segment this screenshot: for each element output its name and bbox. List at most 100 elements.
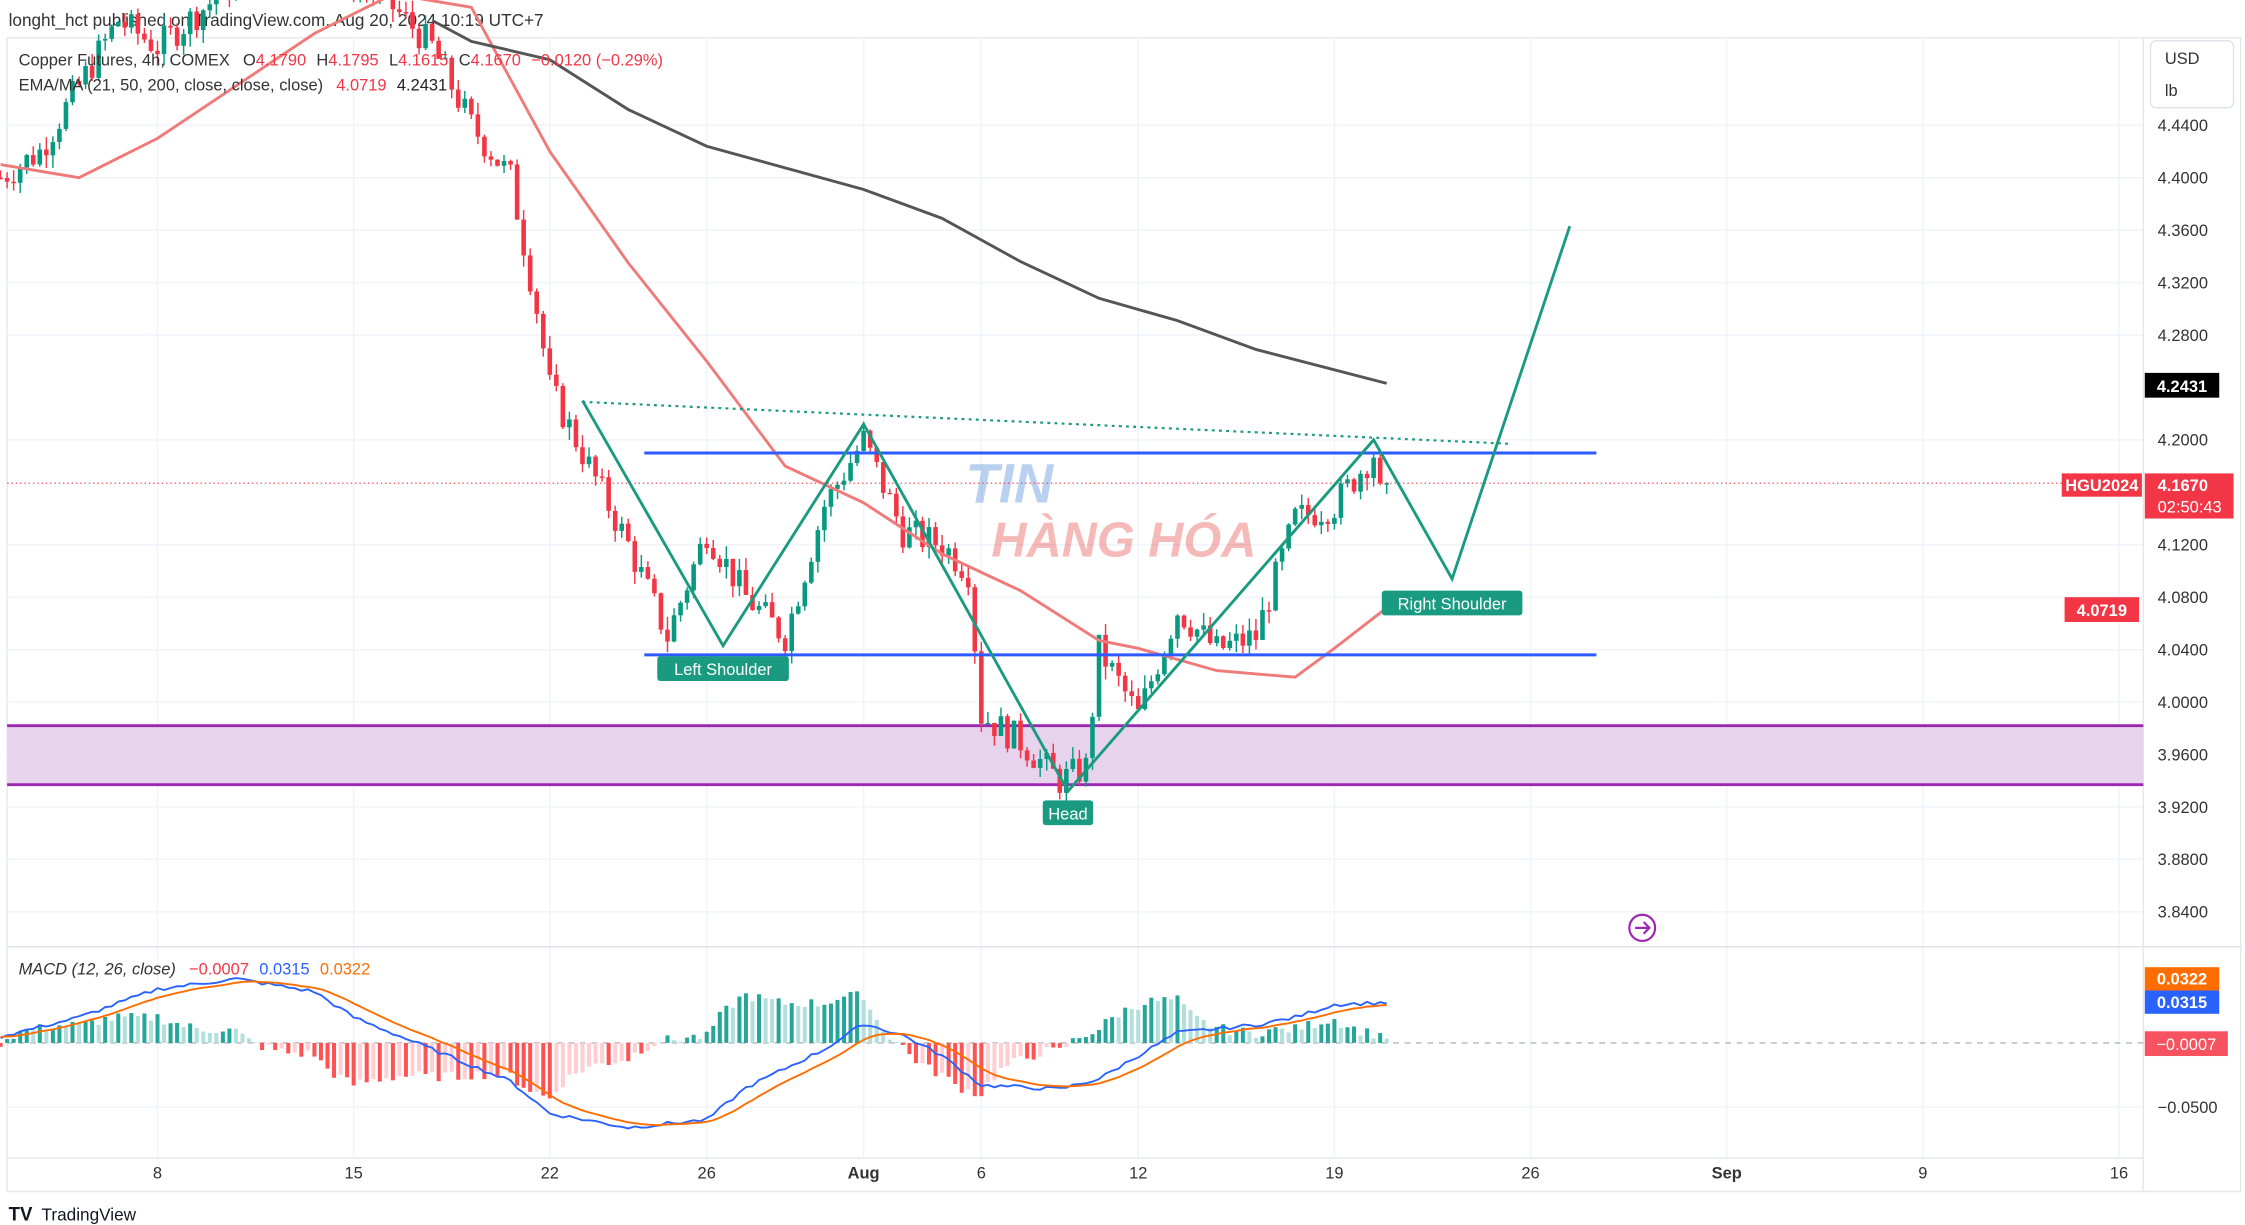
candle-body <box>1371 457 1376 479</box>
macd-histogram-bar <box>116 1013 121 1043</box>
macd-histogram-bar <box>1025 1042 1030 1059</box>
candle-body <box>933 527 938 546</box>
macd-histogram-bar <box>985 1042 990 1083</box>
macd-histogram-bar <box>18 1031 23 1043</box>
time-tick-label: 6 <box>977 1163 986 1182</box>
macd-histogram-bar <box>403 1042 408 1077</box>
candle-body <box>697 543 703 565</box>
legend-macd-line: 0.0315 <box>259 959 309 978</box>
macd-histogram-bar <box>547 1042 552 1099</box>
legend: Copper Futures, 4h, COMEX O4.1790 H4.179… <box>19 50 663 978</box>
macd-histogram-bar <box>109 1020 114 1043</box>
macd-histogram-bar <box>175 1022 180 1043</box>
macd-histogram-bar <box>763 998 768 1043</box>
macd-histogram-bar <box>1064 1042 1069 1047</box>
macd-histogram-bar <box>90 1020 95 1043</box>
macd-histogram-bar <box>881 1031 886 1043</box>
candle-body <box>462 98 468 108</box>
macd-histogram-bar <box>678 1041 683 1043</box>
candles <box>0 0 2062 803</box>
candle-body <box>521 219 526 256</box>
candle-body <box>1201 625 1206 630</box>
macd-tick-label: −0.0500 <box>2158 1098 2218 1117</box>
macd-histogram-bar <box>757 994 762 1043</box>
candle-body <box>1345 479 1350 484</box>
candle-body <box>554 374 559 386</box>
candle-body <box>168 25 173 28</box>
macd-histogram-bar <box>96 1024 101 1043</box>
candle-body <box>1377 457 1383 484</box>
candle-body <box>200 10 206 30</box>
candle-body <box>998 716 1004 736</box>
candle-body <box>17 167 23 183</box>
pattern-drawings[interactable]: Left Shoulder Head Right Shoulder <box>581 225 1597 826</box>
candle-body <box>861 430 866 451</box>
macd-histogram-bar <box>1299 1029 1304 1043</box>
macd-histogram-bar <box>188 1023 193 1043</box>
chart-frame <box>6 37 2242 1193</box>
macd-histogram-bar <box>796 1006 801 1043</box>
macd-histogram-bar <box>515 1042 520 1086</box>
neckline-dotted <box>582 400 1511 445</box>
watermark-line1: TIN <box>966 452 1055 515</box>
legend-ema-value: 4.0719 <box>336 75 386 94</box>
currency-unit-box[interactable]: USD lb <box>2149 40 2235 109</box>
unit-label[interactable]: lb <box>2165 81 2178 100</box>
macd-histogram-bar <box>1358 1035 1363 1043</box>
candle-body <box>1122 675 1128 692</box>
macd-histogram-bar <box>436 1042 441 1082</box>
macd-histogram-bar <box>606 1042 611 1066</box>
macd-histogram-bar <box>1051 1042 1056 1048</box>
candle-body <box>1057 768 1063 793</box>
candle-body <box>63 102 69 129</box>
candle-body <box>37 149 43 165</box>
candle-body <box>115 22 121 27</box>
macd-histogram-bar <box>83 1020 88 1043</box>
macd-histogram-bar <box>384 1042 389 1079</box>
candle-body <box>756 606 762 610</box>
legend-symbol: Copper Futures, 4h, COMEX <box>19 50 230 69</box>
candle-body <box>985 722 991 725</box>
macd-histogram-bar <box>181 1027 186 1043</box>
macd-histogram-bar <box>632 1042 637 1053</box>
candle-body <box>737 570 742 587</box>
macd-histogram-bar <box>789 1003 794 1043</box>
macd-histogram-bar <box>142 1013 147 1043</box>
pattern-label-head: Head <box>1048 804 1087 823</box>
candle-body <box>1273 561 1278 611</box>
legend-ma-label: EMA/MA (21, 50, 200, close, close, close… <box>19 75 323 94</box>
candle-body <box>96 40 101 78</box>
candle-body <box>1325 521 1331 524</box>
macd-histogram-bar <box>711 1025 716 1043</box>
support-zone[interactable] <box>7 724 2144 787</box>
macd-histogram-bar <box>1293 1024 1298 1043</box>
macd-histogram-bar <box>1038 1042 1043 1057</box>
macd-histogram-bar <box>1253 1037 1258 1043</box>
candle-body <box>70 80 75 103</box>
candle-body <box>24 155 30 168</box>
time-tick-label: 26 <box>1521 1163 1539 1182</box>
candle-body <box>1305 505 1311 516</box>
candle-body <box>1227 640 1233 649</box>
legend-macd: MACD (12, 26, close) −0.0007 0.0315 0.03… <box>19 959 371 978</box>
macd-histogram-bar <box>5 1039 10 1043</box>
candle-body <box>155 50 160 55</box>
jump-to-realtime-button[interactable] <box>1628 913 1657 943</box>
macd-histogram-bar <box>698 1039 703 1043</box>
candle-body <box>573 419 579 448</box>
macd-histogram-bar <box>1319 1024 1324 1043</box>
price-tick-label: 3.9200 <box>2158 798 2208 817</box>
candle-body <box>809 561 814 583</box>
macd-histogram-bar <box>894 1041 899 1043</box>
candle-body <box>815 530 821 562</box>
macd-histogram-bar <box>541 1042 546 1096</box>
macd-histogram-bar <box>1123 1007 1128 1043</box>
macd-histogram-bar <box>502 1042 507 1070</box>
currency-label[interactable]: USD <box>2165 49 2200 68</box>
candle-body <box>750 594 755 610</box>
candle-body <box>789 613 795 652</box>
legend-l-label: L <box>389 50 398 69</box>
candle-body <box>482 136 487 157</box>
macd-histogram-bar <box>50 1029 55 1043</box>
